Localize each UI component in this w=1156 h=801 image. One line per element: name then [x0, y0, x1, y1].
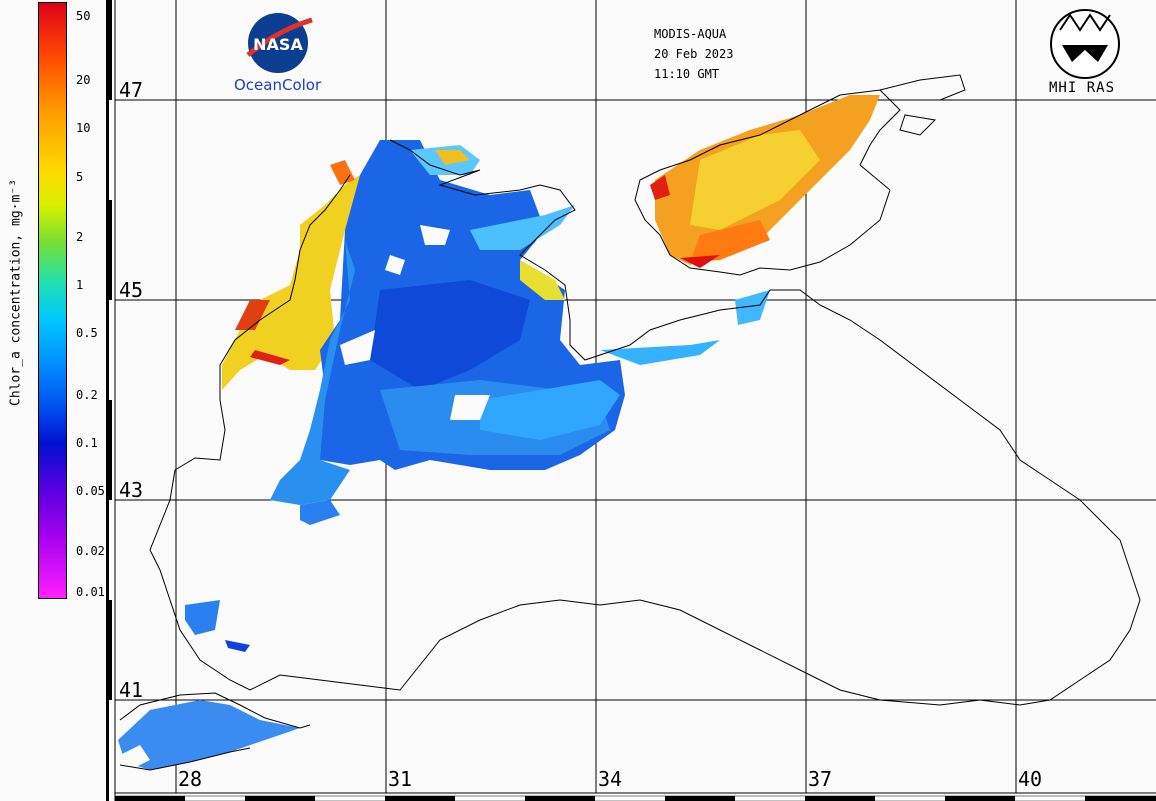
coastline: [119, 74, 1141, 771]
colorbar-label: 1: [76, 278, 84, 292]
left-axis-ticks: [106, 0, 116, 801]
lon-label: 37: [808, 767, 833, 791]
nasa-caption: OceanColor: [234, 76, 322, 94]
colorbar-label: 20: [76, 73, 91, 87]
colorbar-label: 0.02: [76, 544, 105, 558]
colorbar-gradient: [38, 2, 67, 599]
colorbar-label: 50: [76, 9, 91, 23]
colorbar-label: 2: [76, 230, 84, 244]
colorbar-label: 0.05: [76, 484, 105, 498]
sensor-name: MODIS-AQUA: [654, 27, 727, 41]
acquisition-date: 20 Feb 2023: [654, 47, 734, 61]
colorbar: Chlor_a concentration, mg·m⁻³ 50 20 10 5…: [0, 0, 106, 801]
colorbar-label: 0.5: [76, 326, 98, 340]
nasa-logo: NASA: [246, 13, 313, 73]
acquisition-time: 11:10 GMT: [654, 67, 720, 81]
colorbar-label: 0.2: [76, 388, 98, 402]
mhi-logo: [1050, 9, 1120, 79]
mhi-caption: MHI RAS: [1049, 80, 1116, 96]
lon-label: 28: [178, 767, 203, 791]
lon-label: 40: [1018, 767, 1043, 791]
lat-label: 43: [119, 478, 144, 502]
nasa-wordmark: NASA: [253, 35, 303, 54]
chlorophyll-layer: [118, 95, 880, 770]
lat-label: 45: [119, 278, 144, 302]
lon-label: 31: [388, 767, 413, 791]
lat-label: 41: [119, 678, 144, 702]
colorbar-label: 5: [76, 170, 84, 184]
lon-label: 34: [598, 767, 623, 791]
bottom-axis-ticks: [114, 792, 1156, 801]
lat-label: 47: [119, 78, 144, 102]
colorbar-label: 0.1: [76, 436, 98, 450]
colorbar-label: 0.01: [76, 585, 105, 599]
image-header: MODIS-AQUA 20 Feb 2023 11:10 GMT: [654, 24, 733, 84]
colorbar-label: 10: [76, 121, 91, 135]
